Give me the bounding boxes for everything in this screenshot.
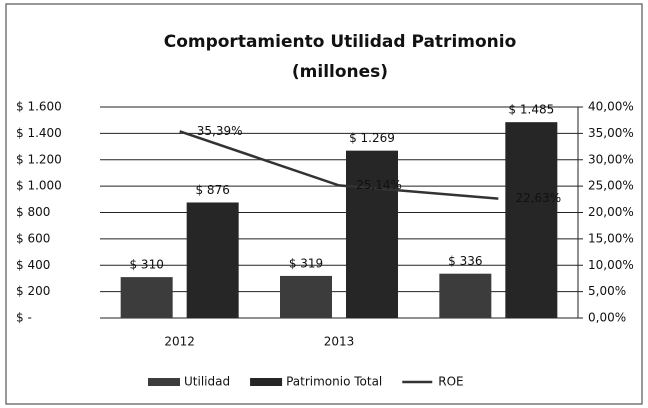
legend-label: Patrimonio Total	[286, 375, 382, 389]
legend-label: ROE	[438, 375, 463, 389]
bar	[346, 150, 398, 318]
y-tick-label: $ 400	[16, 258, 50, 272]
chart-title: Comportamiento Utilidad Patrimonio	[164, 32, 517, 52]
bar	[186, 202, 239, 318]
y2-tick-label: 40,00%	[588, 100, 634, 114]
y-tick-label: $ 1.200	[16, 152, 62, 166]
y2-tick-label: 5,00%	[588, 284, 626, 298]
y2-tick-label: 15,00%	[588, 231, 634, 245]
y-tick-label: $ 800	[16, 205, 50, 219]
chart-subtitle: (millones)	[292, 62, 388, 82]
line-value-label: 35,39%	[197, 124, 243, 138]
line-value-label: 25,14%	[356, 178, 402, 192]
legend-swatch	[148, 378, 180, 386]
bar-value-label: $ 336	[448, 254, 482, 268]
legend-label: Utilidad	[184, 375, 230, 389]
y2-tick-label: 10,00%	[588, 258, 634, 272]
y2-tick-label: 0,00%	[588, 311, 626, 325]
y2-tick-label: 25,00%	[588, 179, 634, 193]
y2-tick-label: 30,00%	[588, 152, 634, 166]
y-tick-label: $ -	[16, 311, 32, 325]
bar-value-label: $ 876	[195, 183, 229, 197]
bar	[505, 122, 558, 319]
bar	[120, 277, 173, 318]
y2-tick-label: 35,00%	[588, 126, 634, 140]
y-tick-label: $ 1.400	[16, 126, 62, 140]
x-tick-label: 2013	[324, 335, 355, 349]
line-value-label: 22,63%	[515, 191, 561, 205]
y-tick-label: $ 1.000	[16, 179, 62, 193]
x-tick-label: 2012	[164, 335, 195, 349]
y-tick-label: $ 1.600	[16, 100, 62, 114]
bar-value-label: $ 1.269	[349, 131, 395, 145]
bar-value-label: $ 1.485	[508, 103, 554, 117]
bar-value-label: $ 310	[129, 258, 163, 272]
y-tick-label: $ 200	[16, 284, 50, 298]
y-tick-label: $ 600	[16, 231, 50, 245]
legend-swatch	[250, 378, 283, 386]
bar-value-label: $ 319	[289, 256, 323, 270]
y2-tick-label: 20,00%	[588, 205, 634, 219]
bar	[280, 275, 332, 318]
bar	[439, 273, 492, 318]
roe-line	[179, 130, 499, 200]
